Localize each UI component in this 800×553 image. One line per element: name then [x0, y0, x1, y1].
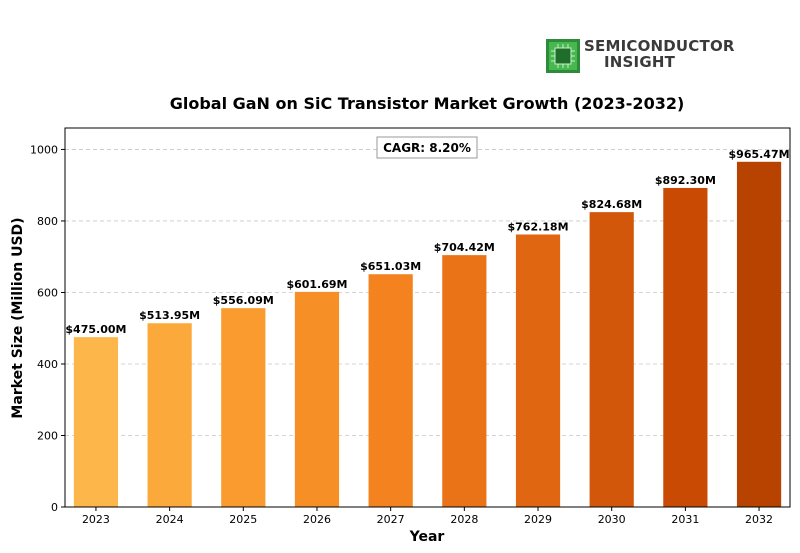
bar-value-label: $704.42M	[434, 241, 495, 254]
y-tick-label: 1000	[30, 143, 58, 156]
bar-value-label: $824.68M	[581, 198, 642, 211]
plot-frame	[64, 127, 791, 508]
brand-name: SEMICONDUCTOR INSIGHT	[584, 38, 735, 70]
y-tick-label: 200	[37, 429, 58, 442]
bar-value-label: $651.03M	[360, 260, 421, 273]
y-axis-ticks: 0 200 400 600 800 1000	[30, 143, 65, 514]
x-axis-ticks: 2023 2024 2025 2026 2027 2028 2029 2030 2031 2032	[82, 507, 773, 526]
bar-value-label: $513.95M	[139, 309, 200, 322]
x-tick-label: 2032	[745, 513, 773, 526]
bar-2025	[221, 308, 266, 507]
x-axis-label: Year	[409, 529, 445, 545]
bar-value-label: $556.09M	[213, 294, 274, 307]
y-tick-label: 0	[51, 501, 58, 514]
bars	[73, 161, 782, 508]
x-tick-label: 2028	[450, 513, 478, 526]
bar-2023	[73, 337, 119, 507]
x-tick-label: 2023	[82, 513, 110, 526]
bar-value-label: $475.00M	[65, 323, 126, 336]
brand-line1: SEMICONDUCTOR	[584, 37, 735, 55]
bar-2028	[442, 255, 487, 507]
brand-logo: SEMICONDUCTOR INSIGHT	[546, 38, 746, 78]
y-tick-label: 600	[37, 286, 58, 299]
bar-2029	[515, 234, 561, 508]
x-tick-label: 2027	[377, 513, 405, 526]
x-tick-label: 2030	[598, 513, 626, 526]
x-tick-label: 2029	[524, 513, 552, 526]
y-tick-label: 400	[37, 358, 58, 371]
bar-value-labels: $475.00M $513.95M $556.09M $601.69M $651.03M…	[65, 148, 789, 336]
bar-2032	[736, 161, 782, 507]
brand-line2: INSIGHT	[604, 53, 676, 71]
bar-2026	[294, 291, 340, 507]
bar-value-label: $762.18M	[507, 220, 568, 233]
chip-icon	[546, 39, 580, 73]
x-tick-label: 2024	[156, 513, 184, 526]
bar-2024	[147, 323, 192, 507]
y-tick-label: 800	[37, 215, 58, 228]
x-tick-label: 2031	[671, 513, 699, 526]
x-tick-label: 2026	[303, 513, 331, 526]
y-axis-label: Market Size (Million USD)	[10, 217, 26, 418]
bar-value-label: $601.69M	[286, 278, 347, 291]
x-tick-label: 2025	[229, 513, 257, 526]
bar-value-label: $965.47M	[729, 148, 790, 161]
bar-2027	[368, 274, 413, 507]
bar-2031	[663, 187, 708, 507]
cagr-annotation: CAGR: 8.20%	[376, 136, 478, 159]
chart-title: Global GaN on SiC Transistor Market Grow…	[170, 94, 685, 113]
cagr-text: CAGR: 8.20%	[383, 141, 471, 155]
bar-2030	[589, 212, 634, 507]
bar-value-label: $892.30M	[655, 174, 716, 187]
